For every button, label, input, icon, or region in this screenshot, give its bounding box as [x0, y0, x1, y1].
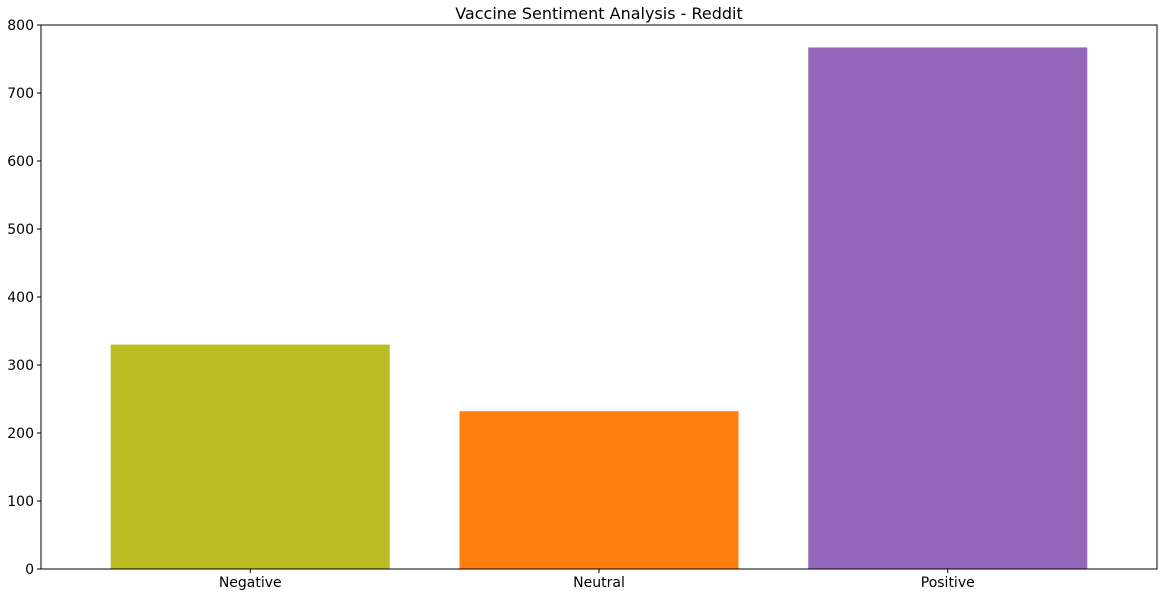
- plot-frame: [40, 24, 1158, 570]
- y-tick-label: 400: [7, 290, 34, 306]
- y-tick-label: 700: [7, 86, 34, 102]
- y-tick-label: 500: [7, 222, 34, 238]
- y-tick-label: 100: [7, 494, 34, 510]
- x-tick-label: Negative: [219, 575, 282, 591]
- y-tick-label: 600: [7, 154, 34, 170]
- x-axis: Negative Neutral Positive: [219, 569, 975, 591]
- y-tick-label: 200: [7, 426, 34, 442]
- y-tick-label: 800: [7, 18, 34, 34]
- bars-group: [110, 47, 1088, 569]
- chart-title: Vaccine Sentiment Analysis - Reddit: [455, 4, 743, 23]
- x-tick-label: Neutral: [573, 575, 625, 591]
- bar-neutral: [459, 411, 739, 569]
- y-tick-label: 300: [7, 358, 34, 374]
- y-axis: 0 100 200 300 400 500 600 700 800: [7, 18, 41, 578]
- bar-negative: [110, 344, 390, 569]
- y-tick-label: 0: [25, 562, 34, 578]
- bar-positive: [808, 47, 1088, 569]
- x-tick-label: Positive: [921, 575, 975, 591]
